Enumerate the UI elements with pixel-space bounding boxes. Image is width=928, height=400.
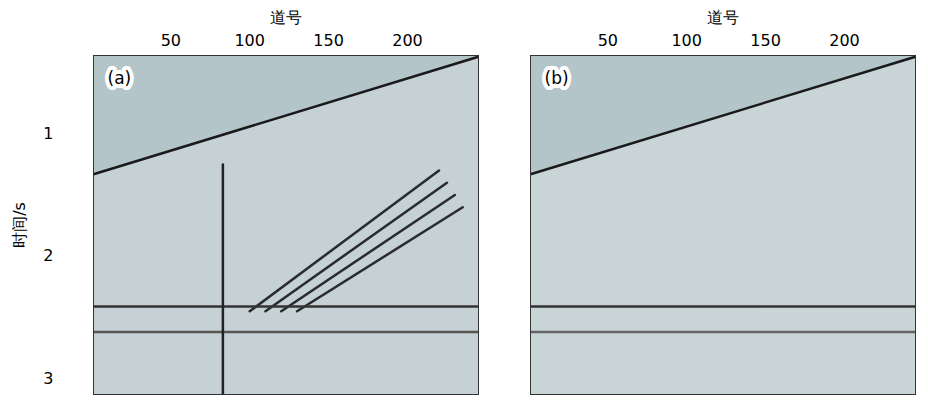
svg-text:道号: 道号 bbox=[707, 8, 739, 27]
svg-text:200: 200 bbox=[392, 31, 423, 50]
svg-text:50: 50 bbox=[161, 31, 181, 50]
svg-text:(b): (b) bbox=[545, 68, 569, 88]
svg-text:(a): (a) bbox=[108, 68, 132, 88]
svg-text:150: 150 bbox=[313, 31, 344, 50]
svg-text:道号: 道号 bbox=[270, 8, 302, 27]
svg-text:1: 1 bbox=[43, 124, 53, 143]
svg-text:150: 150 bbox=[750, 31, 781, 50]
svg-text:2: 2 bbox=[43, 246, 53, 265]
svg-text:时间/s: 时间/s bbox=[10, 202, 29, 248]
svg-text:100: 100 bbox=[671, 31, 702, 50]
svg-text:100: 100 bbox=[234, 31, 265, 50]
svg-text:3: 3 bbox=[43, 369, 53, 388]
svg-text:200: 200 bbox=[829, 31, 860, 50]
svg-text:50: 50 bbox=[598, 31, 618, 50]
